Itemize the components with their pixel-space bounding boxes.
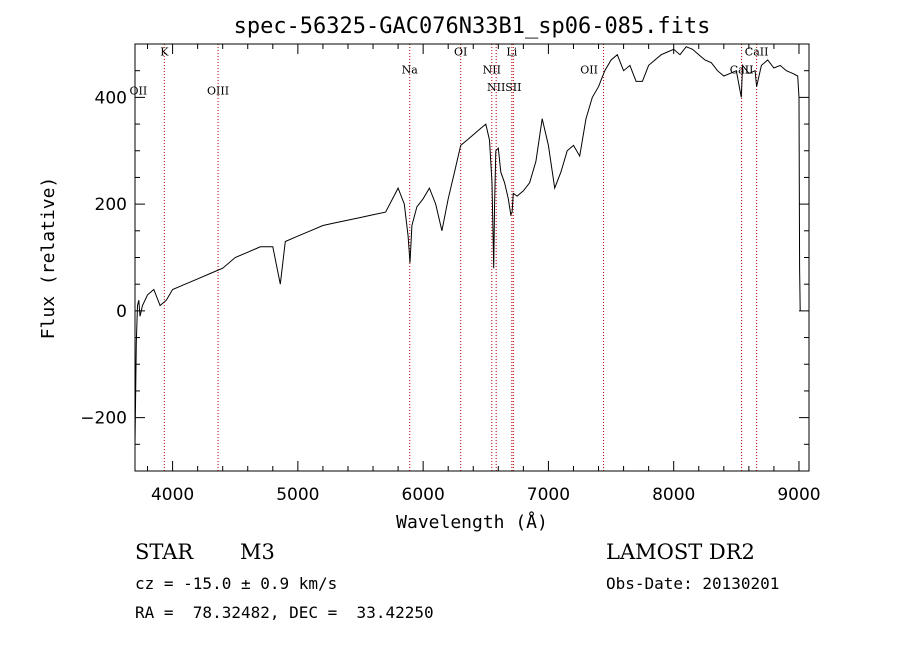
marker-label: OII — [580, 63, 598, 76]
redshift-text: cz = -15.0 ± 0.9 km/s — [135, 574, 338, 593]
marker-label: OII — [130, 85, 148, 98]
y-axis: −200 0 200 400 — [80, 43, 809, 472]
coordinates-text: RA = 78.32482, DEC = 33.42250 — [135, 603, 434, 622]
marker-label: OI — [454, 46, 467, 59]
x-tick-label: 8000 — [652, 485, 695, 505]
marker-label: NII — [483, 63, 501, 76]
x-tick-label: 5000 — [276, 485, 319, 505]
x-tick-label: 6000 — [402, 485, 445, 505]
spectrum-series-line — [134, 46, 801, 445]
object-class: STAR — [135, 540, 194, 564]
marker-label: CaII — [745, 46, 769, 59]
x-tick-label: 7000 — [527, 485, 570, 505]
x-axis-label: Wavelength (Å) — [396, 511, 548, 533]
marker-label: K — [160, 46, 169, 59]
marker-label: Li — [506, 46, 517, 59]
chart-title: spec-56325-GAC076N33B1_sp06-085.fits — [234, 14, 711, 39]
x-tick-label: 4000 — [151, 485, 194, 505]
marker-lines — [163, 44, 758, 471]
y-tick-label: 400 — [95, 88, 127, 108]
marker-label: SII — [505, 81, 521, 94]
object-subclass: M3 — [240, 540, 275, 564]
marker-labels: OII K OIII Na OI NII NII Li SII OII CaII CaII — [130, 46, 769, 98]
marker-label: OIII — [207, 85, 229, 98]
x-axis: 4000 5000 6000 7000 8000 9000 — [147, 44, 821, 505]
y-tick-label: −200 — [80, 409, 127, 429]
marker-label: CaII — [730, 63, 754, 76]
x-tick-label: 9000 — [777, 485, 820, 505]
y-axis-label: Flux (relative) — [38, 177, 59, 340]
survey-name: LAMOST DR2 — [606, 540, 755, 564]
marker-label: Na — [402, 63, 419, 76]
y-tick-label: 0 — [116, 302, 127, 322]
observation-date: Obs-Date: 20130201 — [606, 574, 780, 593]
y-tick-label: 200 — [95, 195, 127, 215]
marker-label: NII — [487, 81, 505, 94]
